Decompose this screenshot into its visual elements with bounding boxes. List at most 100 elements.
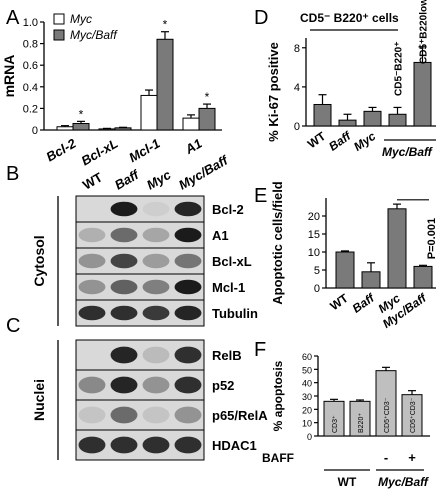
legend-swatch [53, 13, 65, 25]
bar-label: CD5⁻B220⁺ [394, 42, 405, 96]
blot-row-tubulin-band [78, 305, 106, 321]
y-axis-label: Apoptotic cells/field [270, 181, 285, 305]
blot-row-relb-band [174, 346, 202, 364]
y-tick-label: 20 [308, 211, 320, 223]
bar-myc-baff-bcl-2 [72, 123, 90, 131]
blot-row-p65-rela-band [78, 406, 106, 424]
side-label: Nuclei [31, 379, 47, 421]
blot-row-mcl-1-band [142, 279, 170, 295]
bar-myc-baff-bcl-xl [114, 127, 132, 131]
bar-4 [413, 61, 432, 127]
lane-label: Myc/Baff [176, 152, 232, 193]
bar-label: CD3⁺ [332, 415, 339, 433]
legend-swatch [53, 29, 65, 41]
baff-sign: - [384, 450, 388, 465]
blot-row-label: Tubulin [212, 306, 258, 321]
y-tick-label: 50 [302, 365, 312, 375]
x-tick-label: Myc [351, 129, 378, 154]
chart-d: 0 4 8 % Ki-67 positive CD5⁻ B220⁺ cells WTBaf… [266, 0, 436, 159]
bar-1 [338, 119, 357, 127]
bar-myc-baff [413, 265, 433, 289]
bar-3 [388, 113, 407, 127]
blot-row-a1-band [142, 227, 170, 243]
bar-baff [361, 271, 381, 289]
significance-star: * [79, 107, 84, 121]
bar-0 [313, 103, 332, 127]
x-tick-label: WT [305, 129, 329, 152]
western-blot-cytosol: WT Baff Myc Myc/Baff Bcl-2 A1 Bcl-xL Mcl-1 Tubul… [31, 152, 258, 327]
legend-label: Myc/Baff [70, 28, 118, 42]
bar-myc-baff-a1 [198, 107, 216, 131]
blot-row-p65-rela-band [110, 406, 138, 424]
blot-row-bcl-xl-band [110, 253, 138, 269]
blot-row-bcl-xl-band [142, 253, 170, 269]
bar-label: B220⁺ [358, 413, 365, 433]
panel-letter-e: E [254, 185, 267, 207]
blot-row-mcl-1-band [110, 279, 138, 295]
blot-row-a1-band [174, 227, 202, 243]
bar-wt [335, 251, 355, 289]
blot-row-label: p65/RelA [212, 408, 268, 423]
y-tick-label: 0 [314, 283, 320, 295]
blot-row-tubulin-band [110, 305, 138, 321]
bar-label: CD5⁺CD3⁻ [410, 397, 417, 433]
panel-letter-f: F [254, 339, 266, 361]
y-tick-label: 0.4 [23, 82, 38, 94]
y-tick-label: 60 [302, 352, 312, 362]
bar-myc-baff-mcl-1 [156, 38, 174, 131]
blot-row-hdac1-band [174, 436, 202, 454]
blot-row-p52-band [142, 376, 170, 394]
blot-row-p52-band [174, 376, 202, 394]
y-tick-label: 0.2 [23, 103, 38, 115]
x-tick-label: Mcl-1 [126, 136, 162, 166]
blot-row-a1-band [78, 227, 106, 243]
panel-letter-a: A [6, 7, 20, 29]
panel-letter-b: B [6, 163, 19, 185]
blot-row-p65-rela-band [142, 406, 170, 424]
bar-label: CD5⁺B220low [419, 0, 430, 64]
blot-row-p52-band [78, 376, 106, 394]
blot-row-p65-rela-band [174, 406, 202, 424]
blot-row-relb-band [110, 346, 138, 364]
bar-myc [387, 208, 407, 289]
blot-row-label: RelB [212, 348, 242, 363]
bar-2 [363, 110, 382, 127]
blot-row-bcl-2-band [142, 201, 170, 217]
blot-row-bcl-xl-band [174, 253, 202, 269]
y-tick-label: 30 [302, 392, 312, 402]
x-tick-label: Bcl-xL [79, 136, 121, 169]
x-tick-label: Bcl-2 [43, 135, 79, 164]
bar-label: CD5⁺CD3⁻ [384, 397, 391, 433]
group-label-wt: WT [338, 475, 357, 489]
blot-row-label: Mcl-1 [212, 280, 245, 295]
blot-row-p52-band [110, 376, 138, 394]
blot-row-label: p52 [212, 378, 234, 393]
panel-letter-d: D [254, 7, 268, 29]
y-tick-label: 10 [308, 247, 320, 259]
baff-label: BAFF [262, 451, 294, 465]
bar-myc-mcl-1 [140, 94, 158, 131]
y-tick-label: 0 [294, 121, 300, 133]
y-tick-label: 5 [314, 265, 320, 277]
baff-sign: + [408, 450, 416, 465]
blot-row-tubulin-band [174, 305, 202, 321]
y-tick-label: 40 [302, 379, 312, 389]
chart-f: 0 10 20 30 40 50 60 % apoptosis CD3⁺ B220⁺ CD5⁺CD3… [262, 352, 430, 489]
blot-row-a1-band [110, 227, 138, 243]
lane-label: Myc [144, 167, 174, 193]
y-tick-label: 8 [294, 43, 300, 55]
blot-row-bcl-xl-band [78, 253, 106, 269]
significance-star: * [205, 90, 210, 104]
blot-row-label: Bcl-2 [212, 202, 244, 217]
group-label-myc-baff: Myc/Baff [378, 475, 429, 489]
blot-row-mcl-1-band [174, 279, 202, 295]
side-label: Cytosol [31, 235, 47, 286]
y-tick-label: 1.0 [23, 17, 38, 29]
group-label: Myc/Baff [382, 145, 433, 159]
blot-row-relb-band [142, 346, 170, 364]
blot-row-hdac1-band [142, 436, 170, 454]
lane-label: Baff [112, 166, 143, 192]
